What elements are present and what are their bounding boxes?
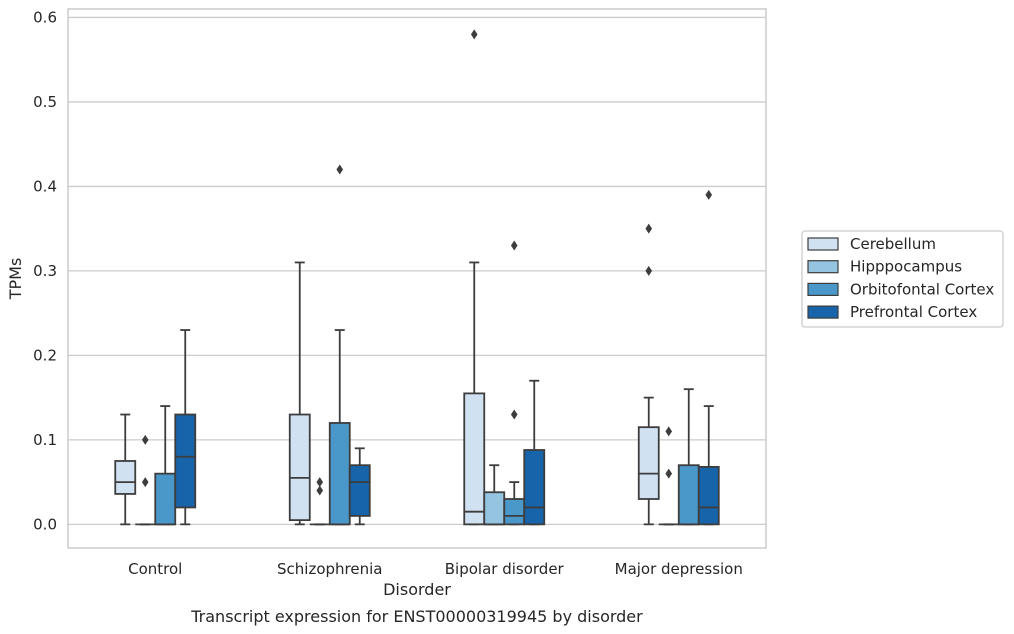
legend-label: Prefrontal Cortex — [850, 303, 977, 321]
outlier-point — [141, 477, 149, 488]
x-axis-ticks: Control Schizophrenia Bipolar disorder Majo… — [128, 560, 743, 578]
y-tick-label: 0.3 — [33, 262, 57, 280]
legend-item: Orbitofontal Cortex — [807, 280, 994, 298]
legend-item: Prefrontal Cortex — [807, 303, 977, 321]
box-2-0 — [154, 405, 177, 526]
box-body — [697, 465, 720, 526]
legend-item: Cerebellum — [807, 235, 936, 253]
box-0-2 — [463, 29, 486, 526]
box-1-2 — [483, 464, 506, 526]
box-body — [288, 413, 311, 522]
outlier-point — [470, 29, 478, 40]
box-0-3 — [637, 223, 660, 526]
box-body — [463, 392, 486, 526]
x-tick-label: Major depression — [615, 560, 743, 578]
y-axis-title: TPMs — [6, 258, 25, 301]
outlier-point — [665, 468, 673, 479]
outlier-point — [510, 240, 518, 251]
y-tick-label: 0.2 — [33, 346, 57, 364]
x-axis-title: Disorder — [383, 580, 451, 599]
box-2-1 — [328, 164, 351, 526]
box-3-1 — [348, 447, 371, 526]
box-body — [637, 426, 660, 500]
legend-label: Cerebellum — [850, 235, 936, 253]
outlier-point — [645, 223, 653, 234]
x-tick-label: Control — [128, 560, 182, 578]
plot-frame — [67, 8, 767, 549]
y-tick-label: 0.5 — [33, 93, 57, 111]
y-tick-label: 0.6 — [33, 8, 57, 26]
box-body — [523, 449, 546, 526]
legend-swatch — [807, 260, 839, 274]
outlier-point — [705, 189, 713, 200]
box-0-0 — [114, 413, 137, 526]
box-body — [677, 464, 700, 526]
legend-item: Hipppocampus — [807, 258, 962, 276]
y-axis-ticks: 0.0 0.1 0.2 0.3 0.4 0.5 0.6 — [33, 8, 57, 533]
box-body — [114, 460, 137, 495]
box-body — [503, 498, 526, 526]
legend: Cerebellum Hipppocampus Orbitofontal Corte… — [801, 230, 1004, 328]
legend-swatch — [807, 237, 839, 251]
outlier-point — [316, 477, 324, 488]
y-tick-label: 0.4 — [33, 177, 57, 195]
legend-swatch — [807, 305, 839, 319]
legend-swatch — [807, 282, 839, 296]
box-3-0 — [174, 329, 197, 526]
outlier-point — [141, 434, 149, 445]
box-0-1 — [288, 261, 311, 526]
box-body — [328, 422, 351, 526]
box-2-2 — [503, 240, 526, 526]
y-tick-label: 0.0 — [33, 515, 57, 533]
legend-frame — [801, 230, 1004, 328]
legend-label: Hipppocampus — [850, 258, 962, 276]
box-2-3 — [677, 388, 700, 526]
box-body — [483, 491, 506, 526]
x-tick-label: Schizophrenia — [277, 560, 382, 578]
box-1-3 — [658, 426, 679, 526]
box-body — [348, 464, 371, 517]
x-tick-label: Bipolar disorder — [445, 560, 565, 578]
box-1-1 — [309, 477, 330, 526]
outlier-point — [665, 426, 673, 437]
box-1-0 — [135, 434, 156, 526]
y-tick-label: 0.1 — [33, 431, 57, 449]
box-body — [154, 472, 177, 526]
grid-lines — [68, 16, 766, 525]
box-3-3 — [697, 189, 720, 526]
outlier-point — [510, 409, 518, 420]
box-3-2 — [523, 379, 546, 526]
box-plot-series — [114, 29, 720, 526]
outlier-point — [336, 164, 344, 175]
figure-caption: Transcript expression for ENST0000031994… — [190, 607, 643, 626]
outlier-point — [316, 485, 324, 496]
outlier-point — [645, 265, 653, 276]
box-body — [174, 413, 197, 509]
legend-label: Orbitofontal Cortex — [850, 280, 994, 298]
